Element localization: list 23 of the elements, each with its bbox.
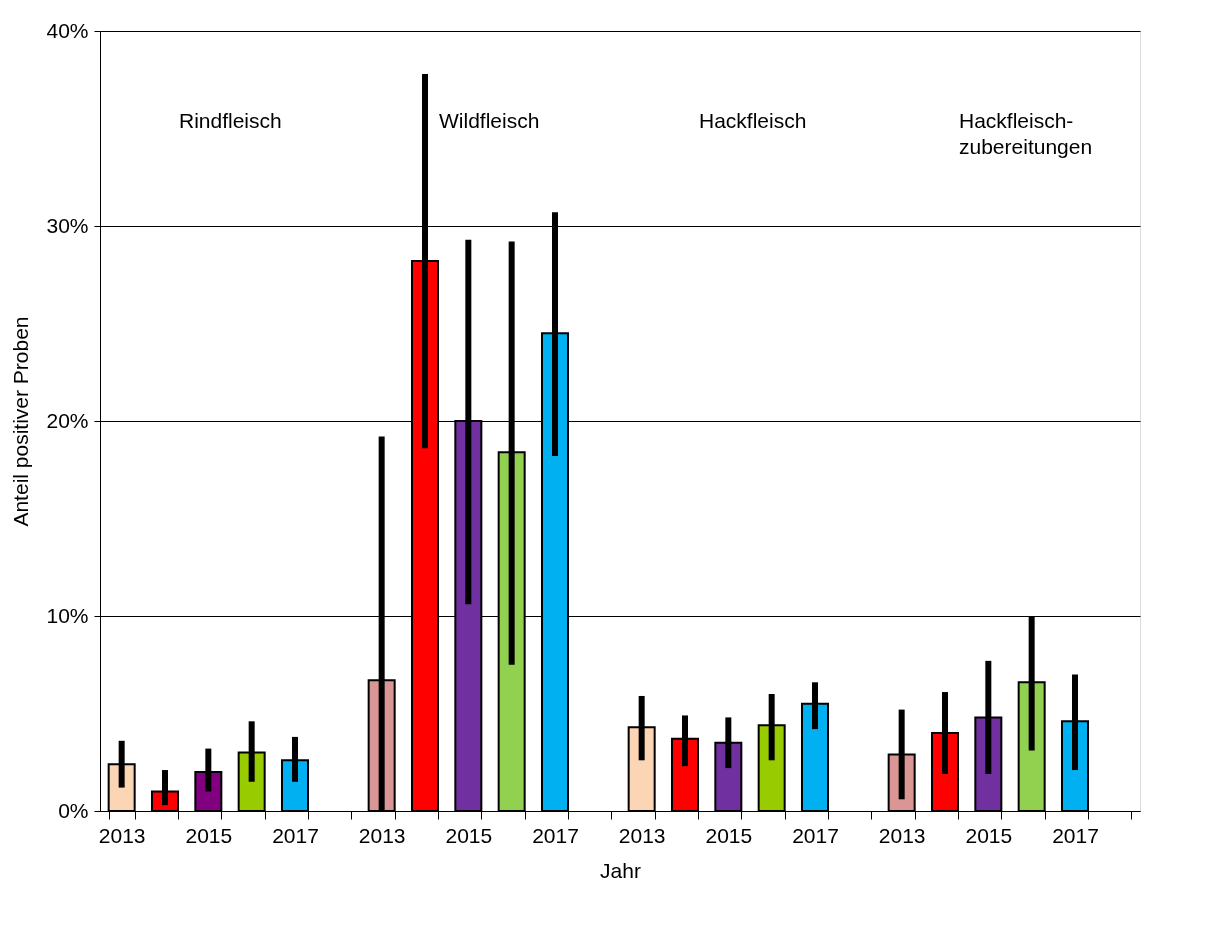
x-tick-label: 2015 [185,823,233,847]
x-tick-label: 2015 [705,823,753,847]
x-tick-label: 2017 [532,823,579,847]
x-tick-label: 2013 [618,823,666,847]
y-tick-label: 40% [46,18,89,42]
annotation: Hackfleisch- zubereitungen [959,109,1093,158]
x-axis-title: Jahr [600,858,641,882]
x-tick-label: 2015 [965,823,1013,847]
y-tick-label: 10% [46,603,89,627]
x-tick-label: 2015 [445,823,493,847]
y-tick-label: 20% [46,408,89,432]
annotation: Wildfleisch [439,109,540,132]
x-tick-label: 2013 [358,823,406,847]
x-tick-label: 2013 [878,823,926,847]
x-tick-label: 2017 [792,823,839,847]
x-tick-label: 2013 [98,823,146,847]
y-tick-label: 0% [58,798,89,822]
annotation: Hackfleisch [699,109,807,132]
annotation: Rindfleisch [179,109,282,132]
y-tick-label: 30% [46,213,89,237]
x-tick-label: 2017 [1052,823,1099,847]
x-tick-label: 2017 [272,823,319,847]
y-axis-title: Anteil positiver Proben [9,316,33,527]
